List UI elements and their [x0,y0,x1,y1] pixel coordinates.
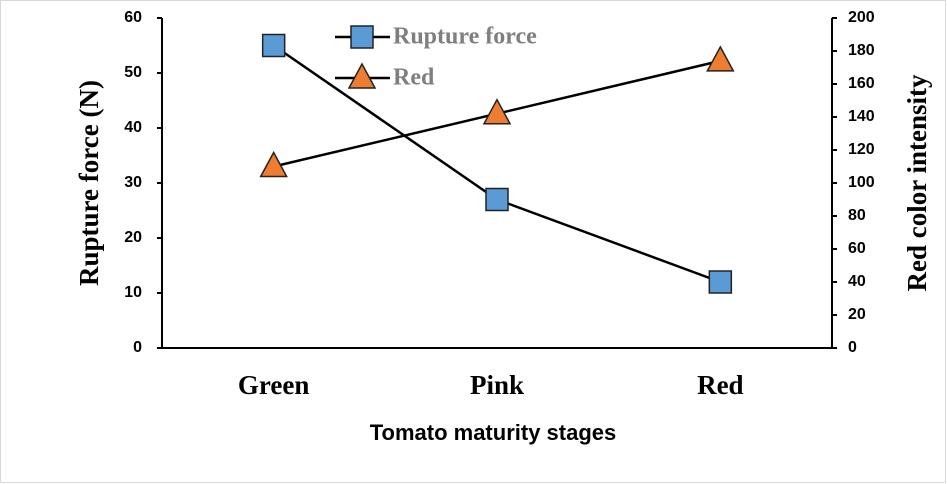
x-tick-label: Pink [470,370,524,400]
x-tick-label: Red [697,370,744,400]
y2-tick-label: 120 [848,141,875,158]
data-point [259,150,288,178]
y-tick-label: 10 [124,284,142,301]
legend-marker [347,62,377,89]
x-tick-label: Green [238,370,309,400]
data-point [485,187,509,212]
y2-tick-label: 0 [848,339,857,356]
legend-marker [350,25,374,49]
y2-tick-label: 140 [848,108,875,125]
data-point [482,98,512,125]
data-point [261,33,286,58]
y2-tick-label: 180 [848,42,875,59]
y2-tick-label: 200 [848,9,875,26]
y-tick-label: 50 [124,64,142,81]
y2-tick-label: 40 [848,273,866,290]
y-tick-label: 20 [124,229,142,246]
y2-tick-label: 160 [848,75,875,92]
y2-tick-label: 80 [848,207,866,224]
y-tick-label: 40 [124,119,142,136]
y2-tick-label: 60 [848,240,866,257]
data-point [708,270,733,294]
y-axis-label: Rupture force (N) [74,80,104,286]
y-tick-label: 0 [133,339,142,356]
x-axis-label: Tomato maturity stages [370,420,617,445]
y2-tick-label: 20 [848,306,866,323]
data-point [706,45,735,72]
y-tick-label: 30 [124,174,142,191]
legend-label: Rupture force [393,24,537,50]
y-tick-label: 60 [124,9,142,26]
y2-axis-label: Red color intensity [902,74,932,291]
y2-tick-label: 100 [848,174,875,191]
legend-label: Red [393,65,435,91]
